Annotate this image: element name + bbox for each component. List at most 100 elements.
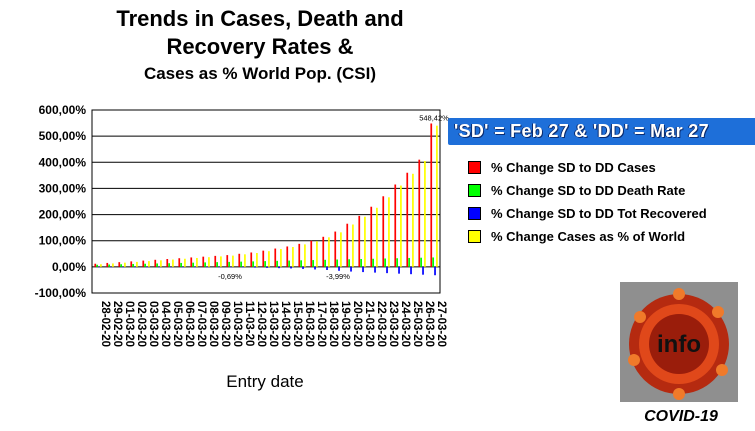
bar <box>382 196 385 267</box>
bar <box>156 263 158 267</box>
bar <box>328 237 330 267</box>
bar <box>408 257 410 267</box>
bar <box>386 266 388 274</box>
legend-swatch <box>468 207 481 220</box>
plot-frame <box>91 109 441 294</box>
legend-label: % Change SD to DD Tot Recovered <box>491 206 707 221</box>
y-tick-label: 200,00% <box>39 208 87 222</box>
bar <box>202 256 205 267</box>
bar <box>300 260 302 267</box>
bar <box>394 184 397 267</box>
bar <box>204 262 206 267</box>
bar <box>340 232 342 267</box>
bar <box>388 197 390 267</box>
y-tick-label: 100,00% <box>39 234 87 248</box>
bar <box>372 258 374 267</box>
chart-title-line-2: Recovery Rates & <box>166 34 354 59</box>
legend-item-death-rate: % Change SD to DD Death Rate <box>468 179 707 202</box>
legend-label: % Change SD to DD Death Rate <box>491 183 686 198</box>
bar <box>206 266 208 268</box>
x-tick-label: 21-03-20 <box>363 301 375 347</box>
covid-info-logo: info <box>620 282 738 402</box>
bar <box>302 266 304 269</box>
bar <box>168 263 170 267</box>
legend-item-recovered: % Change SD to DD Tot Recovered <box>468 202 707 225</box>
bar <box>276 260 278 267</box>
bar <box>218 266 220 268</box>
bars <box>94 123 438 276</box>
gridlines <box>91 109 441 294</box>
y-axis: 600,00% 500,00% 400,00% 300,00% 200,00% 100,0… <box>35 103 87 300</box>
y-tick-label: -100,00% <box>35 286 87 300</box>
bar <box>252 261 254 267</box>
x-tick-label: 27-03-20 <box>435 301 447 347</box>
x-tick-label: 26-03-20 <box>423 301 435 347</box>
bar <box>430 123 433 267</box>
x-tick-label: 04-03-20 <box>159 301 171 347</box>
bar <box>158 266 160 268</box>
bar <box>134 266 136 268</box>
bar <box>400 185 402 267</box>
x-tick-label: 19-03-20 <box>339 301 351 347</box>
legend-label: % Change Cases as % of World <box>491 229 686 244</box>
bar <box>244 254 246 267</box>
bar <box>220 256 222 267</box>
x-tick-label: 11-03-20 <box>243 301 255 346</box>
x-tick-label: 14-03-20 <box>279 301 291 347</box>
bar <box>148 261 150 267</box>
bar <box>266 266 268 268</box>
x-axis: 28-02-20 29-02-20 01-03-20 02-03-20 03-03-20… <box>99 301 447 347</box>
bar <box>254 266 256 268</box>
bar <box>418 159 421 267</box>
bar <box>422 266 424 275</box>
bar <box>412 173 414 267</box>
bar <box>192 262 194 267</box>
bar <box>100 264 102 267</box>
x-tick-label: 07-03-20 <box>195 301 207 347</box>
legend-swatch <box>468 184 481 197</box>
bar <box>314 266 316 270</box>
bar <box>264 261 266 267</box>
data-label: 548,42% <box>419 113 449 122</box>
bar <box>96 264 98 267</box>
bar <box>132 263 134 267</box>
bar <box>180 262 182 267</box>
bar <box>228 261 230 267</box>
y-tick-label: 300,00% <box>39 181 87 195</box>
bar <box>178 258 181 267</box>
bar <box>278 266 280 269</box>
bar <box>370 206 373 267</box>
bar <box>242 266 244 268</box>
bar <box>348 259 350 267</box>
bar <box>136 261 138 267</box>
legend-swatch <box>468 230 481 243</box>
x-tick-label: 06-03-20 <box>183 301 195 347</box>
x-axis-label: Entry date <box>226 372 304 391</box>
x-tick-label: 22-03-20 <box>375 301 387 347</box>
x-tick-label: 02-03-20 <box>135 301 147 347</box>
bar <box>274 248 277 267</box>
bar <box>286 246 289 267</box>
bar <box>238 253 241 267</box>
bar <box>130 261 133 267</box>
bar <box>216 262 218 267</box>
bar <box>124 262 126 267</box>
bar <box>338 266 340 271</box>
bar <box>262 250 265 267</box>
bar <box>108 264 110 267</box>
bar <box>292 246 294 267</box>
y-tick-label: 400,00% <box>39 155 87 169</box>
bar <box>208 257 210 267</box>
bar <box>166 259 169 267</box>
bar <box>214 255 217 267</box>
bar <box>232 255 234 267</box>
logo-caption: COVID-19 <box>644 408 718 425</box>
bar <box>420 257 422 267</box>
x-tick-label: 08-03-20 <box>207 301 219 347</box>
bar <box>360 259 362 267</box>
x-tick-label: 18-03-20 <box>327 301 339 347</box>
x-tick-label: 09-03-20 <box>219 301 231 347</box>
bar <box>160 260 162 267</box>
data-label: -3,99% <box>326 272 350 281</box>
bar <box>154 259 157 267</box>
